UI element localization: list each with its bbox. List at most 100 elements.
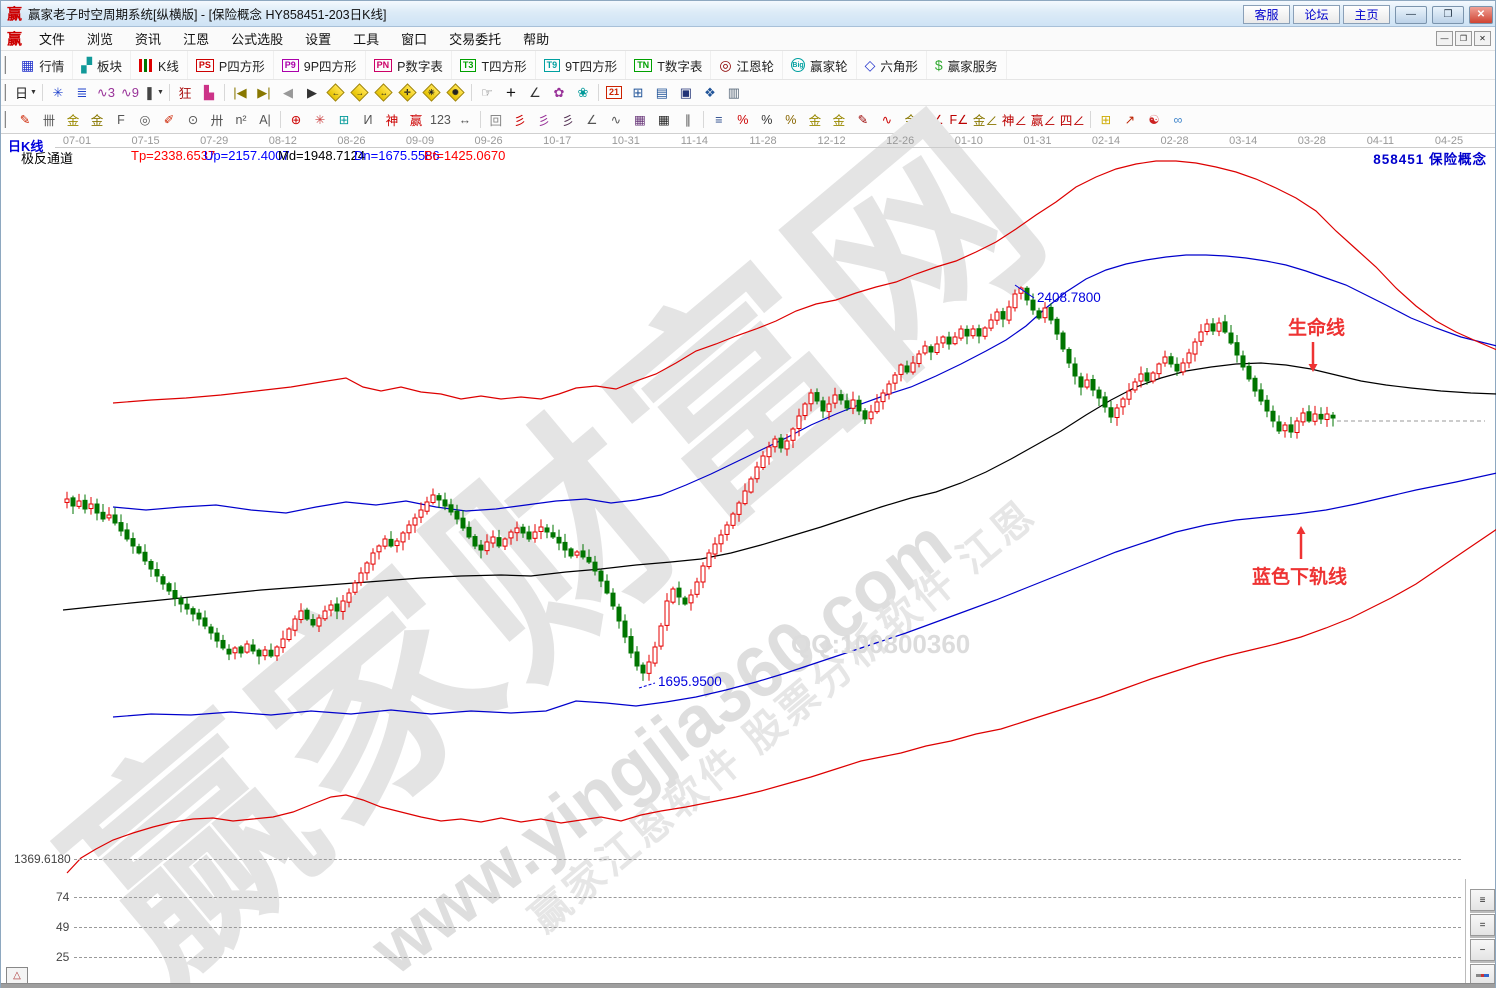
trend-chart-tool[interactable]: ↗ <box>1124 113 1136 127</box>
ying-tool[interactable]: 赢 <box>409 114 423 128</box>
menu-item-资讯[interactable]: 资讯 <box>135 32 162 47</box>
profile-histogram-button[interactable]: ▙ <box>203 84 214 100</box>
diamond-leftright-button[interactable]: ↔ <box>372 82 396 103</box>
span-arrows-tool[interactable]: ↔ <box>458 112 472 127</box>
gold-level-tool[interactable]: 金 <box>832 114 846 128</box>
flower-tool-button[interactable]: ✿ <box>553 84 565 100</box>
n2-tool[interactable]: n² <box>235 112 247 127</box>
menu-item-窗口[interactable]: 窗口 <box>401 32 428 47</box>
gold-gauge-tool[interactable]: 金 <box>66 114 80 128</box>
panel-rows-1-button[interactable]: − <box>1470 939 1495 961</box>
p9-square-button[interactable]: P9 9P四方形 <box>274 51 366 79</box>
menu-item-文件[interactable]: 文件 <box>39 32 66 47</box>
t-square-button[interactable]: T3 T四方形 <box>452 51 536 79</box>
hexagon-button[interactable]: ◇ 六角形 <box>857 51 927 79</box>
panel-slider-button[interactable] <box>1470 964 1495 986</box>
fan-box-tool[interactable]: 彡 <box>537 114 551 128</box>
kline-button[interactable]: K线 <box>131 51 188 79</box>
diamond-cross-button[interactable]: ✛ <box>396 82 420 103</box>
single-candle-dropdown[interactable]: ❚ ▼ <box>144 84 164 100</box>
gann-wheel-button[interactable]: ◎ 江恩轮 <box>711 51 784 79</box>
sectors-button[interactable]: ▞ 板块 <box>73 51 132 79</box>
ruler2-tool[interactable]: 卅 <box>210 114 224 128</box>
shen-angle-tool[interactable]: 神∠ <box>1001 114 1027 128</box>
web-tool-button[interactable]: ❀ <box>577 84 589 100</box>
save-button[interactable]: ▣ <box>679 84 693 100</box>
si-angle-tool[interactable]: 四∠ <box>1059 114 1085 128</box>
spiral-tool[interactable]: ◎ <box>139 113 151 127</box>
menu-item-交易委托[interactable]: 交易委托 <box>449 32 502 47</box>
zigzag-line-tool[interactable]: ∿ <box>610 113 622 127</box>
wave-band-tool[interactable]: ∿ <box>881 113 893 127</box>
expand-panel-button[interactable]: △ <box>6 967 28 984</box>
quotes-button[interactable]: ▦ 行情 <box>13 51 74 79</box>
price-grid-tool[interactable]: ▦ <box>633 113 646 127</box>
close-button[interactable]: ✕ <box>1469 5 1493 24</box>
notes-button[interactable]: ▤ <box>655 84 669 100</box>
titlebar-quick-button[interactable]: 客服 <box>1243 5 1290 24</box>
zigzag-mark-tool[interactable]: И <box>363 112 373 127</box>
ying-angle-tool[interactable]: 赢∠ <box>1030 114 1056 128</box>
menu-item-设置[interactable]: 设置 <box>305 32 332 47</box>
percent-line-tool[interactable]: % <box>785 112 797 127</box>
infinity-tool[interactable]: ∞ <box>1173 112 1183 127</box>
angle-tool-button[interactable]: ∠ <box>529 84 541 100</box>
child-restore-button[interactable]: ❐ <box>1455 31 1472 46</box>
mirror-tool[interactable]: A| <box>259 112 271 127</box>
starburst-tool[interactable]: ✳ <box>314 113 326 127</box>
maximize-button[interactable]: ❐ <box>1432 5 1464 24</box>
gold-underline-tool[interactable]: 金 <box>904 114 918 128</box>
first-bar-button[interactable]: |◀ <box>233 84 247 100</box>
winner-wheel-button[interactable]: Big 赢家轮 <box>783 51 857 79</box>
j-angle-tool[interactable]: J∠ <box>926 113 944 127</box>
f-gauge-tool[interactable]: F <box>117 112 125 127</box>
p-number-table-button[interactable]: PN P数字表 <box>366 51 452 79</box>
panel-rows-2-button[interactable]: = <box>1470 914 1495 936</box>
gold-angle-tool[interactable]: 金∠ <box>972 114 998 128</box>
wave-9-button[interactable]: ∿9 <box>120 84 140 100</box>
relation-web-button[interactable]: ✳ <box>52 84 64 100</box>
taiji-tool[interactable]: ☯ <box>1148 113 1160 127</box>
fan-box2-tool[interactable]: 彡 <box>561 114 575 128</box>
pen-tool[interactable]: ✎ <box>19 113 31 127</box>
diamond-burst-button[interactable]: ✺ <box>444 82 468 103</box>
calculator-button[interactable]: ⊞ <box>632 84 644 100</box>
shen-pen-tool[interactable]: ✎ <box>857 113 869 127</box>
titlebar-quick-button[interactable]: 主页 <box>1343 5 1390 24</box>
drag-hand-button[interactable]: ☞ <box>481 84 493 100</box>
menu-item-浏览[interactable]: 浏览 <box>87 32 114 47</box>
winner-service-button[interactable]: $ 赢家服务 <box>927 51 1007 79</box>
shen-tool[interactable]: 神 <box>385 114 399 128</box>
diamond-right-button[interactable]: → <box>348 82 372 103</box>
child-minimize-button[interactable]: — <box>1436 31 1453 46</box>
comb-ruler-tool[interactable]: 卌 <box>42 114 56 128</box>
next-bar-button[interactable]: ▶ <box>306 84 317 100</box>
diamond-star-button[interactable]: ✳ <box>420 82 444 103</box>
prev-bar-button[interactable]: ◀ <box>282 84 293 100</box>
t9-square-button[interactable]: T9 9T四方形 <box>536 51 627 79</box>
percent-red-tool[interactable]: % <box>737 112 749 127</box>
wave-3-button[interactable]: ∿3 <box>96 84 116 100</box>
grid-highlight-tool[interactable]: ⊞ <box>1100 113 1112 127</box>
clock-gauge-tool[interactable]: ⊙ <box>187 113 199 127</box>
titlebar-quick-button[interactable]: 论坛 <box>1293 5 1340 24</box>
f-angle-tool[interactable]: F∠ <box>949 113 969 127</box>
kline-style-dropdown[interactable]: 日 ▼ <box>15 86 37 101</box>
minimize-button[interactable]: — <box>1395 5 1427 24</box>
ruler-123-tool[interactable]: 123 <box>430 112 451 127</box>
last-bar-button[interactable]: ▶| <box>257 84 271 100</box>
fan-lines-tool[interactable]: 彡 <box>513 114 527 128</box>
gold-gauge2-tool[interactable]: 金 <box>90 114 104 128</box>
marker-pen-tool[interactable]: ✐ <box>163 113 175 127</box>
menu-item-帮助[interactable]: 帮助 <box>523 32 550 47</box>
info-panel-button[interactable]: ≣ <box>76 84 88 100</box>
export-button[interactable]: ❖ <box>704 84 716 100</box>
t-number-table-button[interactable]: TN T数字表 <box>626 51 712 79</box>
calendar-button[interactable]: 21 <box>602 82 626 103</box>
menu-item-工具[interactable]: 工具 <box>353 32 380 47</box>
grid-target-tool[interactable]: ⊞ <box>338 113 350 127</box>
angle-fan-tool[interactable]: ∠ <box>586 113 598 127</box>
time-grid-tool[interactable]: ▦ <box>657 113 670 127</box>
box-frame-tool[interactable]: 回 <box>489 114 503 128</box>
